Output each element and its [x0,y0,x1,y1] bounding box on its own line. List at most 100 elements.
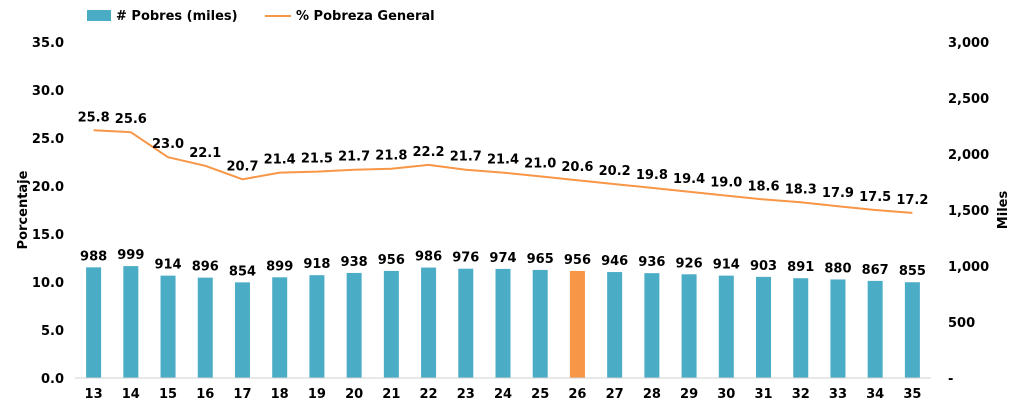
x-tick-label: 13 [85,387,103,402]
x-tick-label: 22 [420,387,438,402]
x-tick-label: 23 [457,387,475,402]
y-tick-label: 20.0 [32,180,64,195]
bar-value-label: 854 [229,264,256,279]
x-tick-label: 32 [792,387,810,402]
line-value-label: 21.4 [487,153,519,168]
bar-value-label: 976 [452,251,479,266]
y-tick-label: 5.0 [41,324,64,339]
y-tick-label: 35.0 [32,36,64,51]
x-tick-label: 17 [233,387,251,402]
legend-bar-swatch [87,10,111,21]
bar [86,267,102,378]
bar-value-label: 986 [415,250,442,265]
bar-value-label: 956 [564,253,591,268]
bar-value-label: 914 [154,258,181,273]
x-tick-label: 27 [606,387,624,402]
line-value-label: 21.4 [264,153,296,168]
bar [197,277,213,378]
line-value-label: 19.4 [673,172,705,187]
x-tick-label: 21 [382,387,400,402]
bar [309,275,325,378]
x-tick-label: 18 [271,387,289,402]
x-tick-label: 30 [717,387,735,402]
bar [272,277,288,378]
y-tick-label: 15.0 [32,228,64,243]
legend: # Pobres (miles) % Pobreza General [87,9,435,24]
bar [830,279,846,378]
line-value-label: 22.2 [413,145,445,160]
legend-line-label: % Pobreza General [296,9,435,24]
y-tick-label: 25.0 [32,132,64,147]
y2-tick-label: 3,000 [948,36,989,51]
line-value-label: 21.5 [301,152,333,167]
y-tick-label: 10.0 [32,276,64,291]
line-value-label: 21.7 [338,150,370,165]
bar-value-label: 988 [80,249,107,264]
y-axis-title: Porcentaje [16,170,31,249]
bar-value-label: 896 [192,260,219,275]
y-tick-label: 30.0 [32,84,64,99]
line-value-label: 23.0 [152,137,184,152]
x-tick-label: 33 [829,387,847,402]
line-path [93,129,913,214]
bar-value-label: 880 [824,261,851,276]
line-data-labels: 25.8 25.6 23.0 22.1 20.7 21.4 21.5 21.7 21.8 22.2… [78,110,929,208]
x-tick-label: 14 [122,387,140,402]
bar-value-label: 903 [750,259,777,274]
line-value-label: 19.0 [710,176,742,191]
line-value-label: 21.8 [375,149,407,164]
y2-tick-label: 500 [948,316,975,331]
y2-tick-label: 2,000 [948,148,989,163]
x-tick-label: 24 [494,387,512,402]
legend-bar-label: # Pobres (miles) [116,9,238,24]
line-value-label: 20.2 [599,164,631,179]
bar [867,280,883,378]
line-value-label: 22.1 [189,146,221,161]
bar [234,282,250,378]
bar [458,268,474,378]
x-tick-label: 35 [903,387,921,402]
bar-value-label: 999 [117,248,144,263]
y2-axis-title: Miles [996,191,1011,230]
x-tick-label: 20 [345,387,363,402]
line-value-label: 21.7 [450,150,482,165]
bar [123,266,139,378]
bar-value-label: 946 [601,254,628,269]
bar-value-label: 956 [378,253,405,268]
x-tick-label: 29 [680,387,698,402]
bar [756,276,772,378]
line-value-label: 17.9 [822,186,854,201]
bar-value-label: 938 [341,255,368,270]
y2-axis-ticks: - 500 1,000 1,500 2,000 2,500 3,000 [948,36,989,387]
line-series [93,129,913,214]
y2-tick-label: 1,000 [948,260,989,275]
line-value-label: 19.8 [636,168,668,183]
bar-value-label: 867 [862,263,889,278]
bar [644,273,660,378]
bar [346,272,362,378]
bar-value-label: 974 [489,251,516,266]
y2-tick-label: 2,500 [948,92,989,107]
x-tick-label: 34 [866,387,884,402]
x-tick-label: 28 [643,387,661,402]
bar [718,275,734,378]
bar [495,268,511,378]
line-value-label: 21.0 [524,156,556,171]
x-tick-label: 31 [754,387,772,402]
y2-tick-label: 1,500 [948,204,989,219]
y-tick-label: 0.0 [41,372,64,387]
bar-value-label: 891 [787,260,814,275]
bar-value-label: 914 [713,258,740,273]
x-tick-label: 19 [308,387,326,402]
x-tick-label: 16 [196,387,214,402]
y2-tick-label: - [948,372,953,387]
line-value-label: 25.8 [78,110,110,125]
bar [904,282,920,378]
x-tick-label: 26 [568,387,586,402]
bar [160,275,176,378]
bar [607,272,623,378]
x-tick-label: 25 [531,387,549,402]
bar [383,270,399,378]
